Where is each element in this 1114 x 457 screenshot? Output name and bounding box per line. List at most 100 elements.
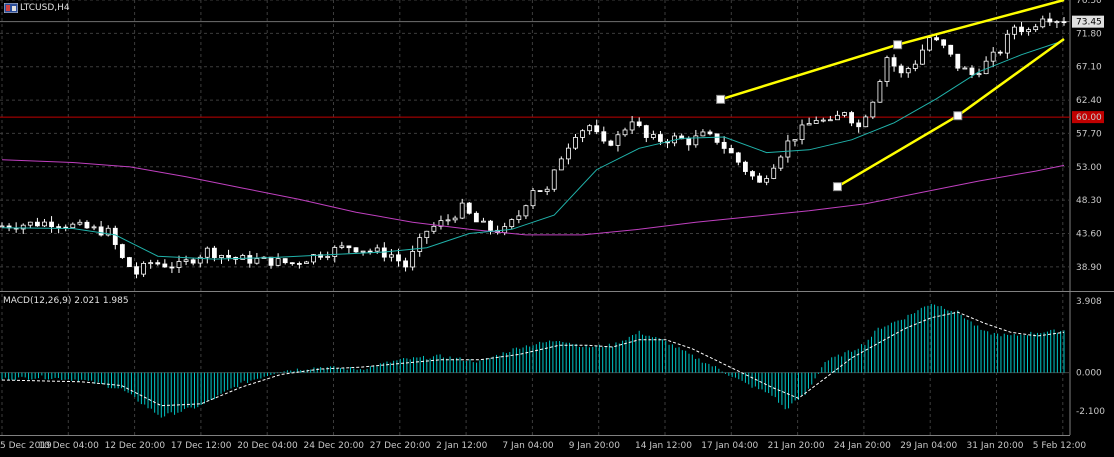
candle-body [544,188,550,192]
candle-body [155,262,161,265]
time-tick-label: 10 Dec 04:00 [38,441,99,451]
candle-body [686,138,692,146]
candle-body [813,120,819,124]
candle-body [792,139,798,142]
candle-body [20,224,26,230]
candle-body [466,202,472,214]
candle-body [806,123,812,126]
candle-body [77,221,83,225]
candle-body [346,245,352,249]
candle-body [969,67,975,75]
time-tick-label: 7 Jan 04:00 [502,441,554,451]
candle-body [912,63,918,69]
candle-body [594,125,600,133]
candle-body [1061,21,1067,24]
price-tick-label: 38.90 [1076,263,1102,273]
candle-body [268,256,274,266]
candle-body [488,220,493,231]
candle-body [112,227,118,245]
candle-body [856,122,862,128]
candle-body [197,256,203,264]
slow-moving-average [1,159,1065,236]
candle-body [148,262,154,265]
candle-body [282,258,288,264]
candle-body [42,221,47,227]
candle-body [1019,26,1024,33]
candle-body [551,169,557,190]
candle-body [650,134,656,138]
macd-indicator-label: MACD(12,26,9) 2.021 1.985 [3,296,129,306]
candle-body [332,247,338,257]
candle-body [396,254,401,262]
price-tick-label: 67.10 [1076,63,1102,73]
candle-body [162,263,168,268]
candle-body [353,247,359,253]
candle-body [1026,29,1031,33]
candle-body [827,119,833,122]
level-price-tag [1072,111,1104,124]
candle-body [1047,18,1053,23]
candle-body [141,263,147,275]
candle-body [452,217,458,221]
candle-body [870,101,876,118]
candle-body [636,121,642,126]
candle-body [566,147,571,160]
candle-body [204,247,210,258]
candle-body [615,134,621,146]
time-tick-label: 24 Jan 20:00 [834,441,891,451]
time-tick-label: 17 Dec 12:00 [171,441,232,451]
macd-tick-label: -2.100 [1076,407,1105,417]
candle-body [211,247,217,258]
candle-body [98,226,104,236]
candle-body [304,261,309,264]
candle-body [325,256,331,258]
candle-body [367,250,373,253]
candle-body [424,230,430,239]
candle-body [601,131,607,142]
candle-body [948,44,954,55]
candle-body [573,137,578,149]
candle-body [27,221,33,226]
current-price-tag [1072,15,1104,28]
current-price-label: 73.45 [1076,18,1102,28]
candle-body [509,219,515,228]
time-tick-label: 5 Dec 2019 [0,441,52,451]
candle-body [417,237,423,252]
candle-body [976,73,982,76]
candle-body [934,37,939,41]
candle-body [558,158,564,171]
candle-body [983,60,989,75]
macd-tick-label: 0.000 [1076,369,1102,379]
price-tick-label: 43.60 [1076,230,1102,240]
candle-body [339,245,345,248]
chart-window-icon [4,3,18,13]
candle-body [693,135,699,146]
candle-body [275,258,281,266]
candle-body [134,266,139,275]
candle-body [735,152,741,163]
candle-body [863,116,869,128]
price-tick-label: 53.00 [1076,163,1102,173]
candle-body [877,81,883,103]
time-tick-label: 29 Jan 04:00 [900,441,957,451]
candle-body [219,254,224,258]
candle-body [962,67,968,70]
candle-body [516,215,522,220]
candle-body [1040,18,1046,28]
candle-body [743,161,748,172]
time-tick-label: 31 Jan 20:00 [967,441,1024,451]
candle-body [750,171,755,177]
time-tick-label: 17 Jan 04:00 [701,441,758,451]
candle-body [771,167,777,179]
candle-body [537,190,543,192]
candle-body [622,129,628,136]
candle-body [105,227,111,236]
candle-body [0,225,5,228]
trendline-anchor [832,182,842,192]
candle-body [714,133,720,143]
time-tick-label: 2 Jan 12:00 [436,441,488,451]
candle-body [318,254,324,258]
